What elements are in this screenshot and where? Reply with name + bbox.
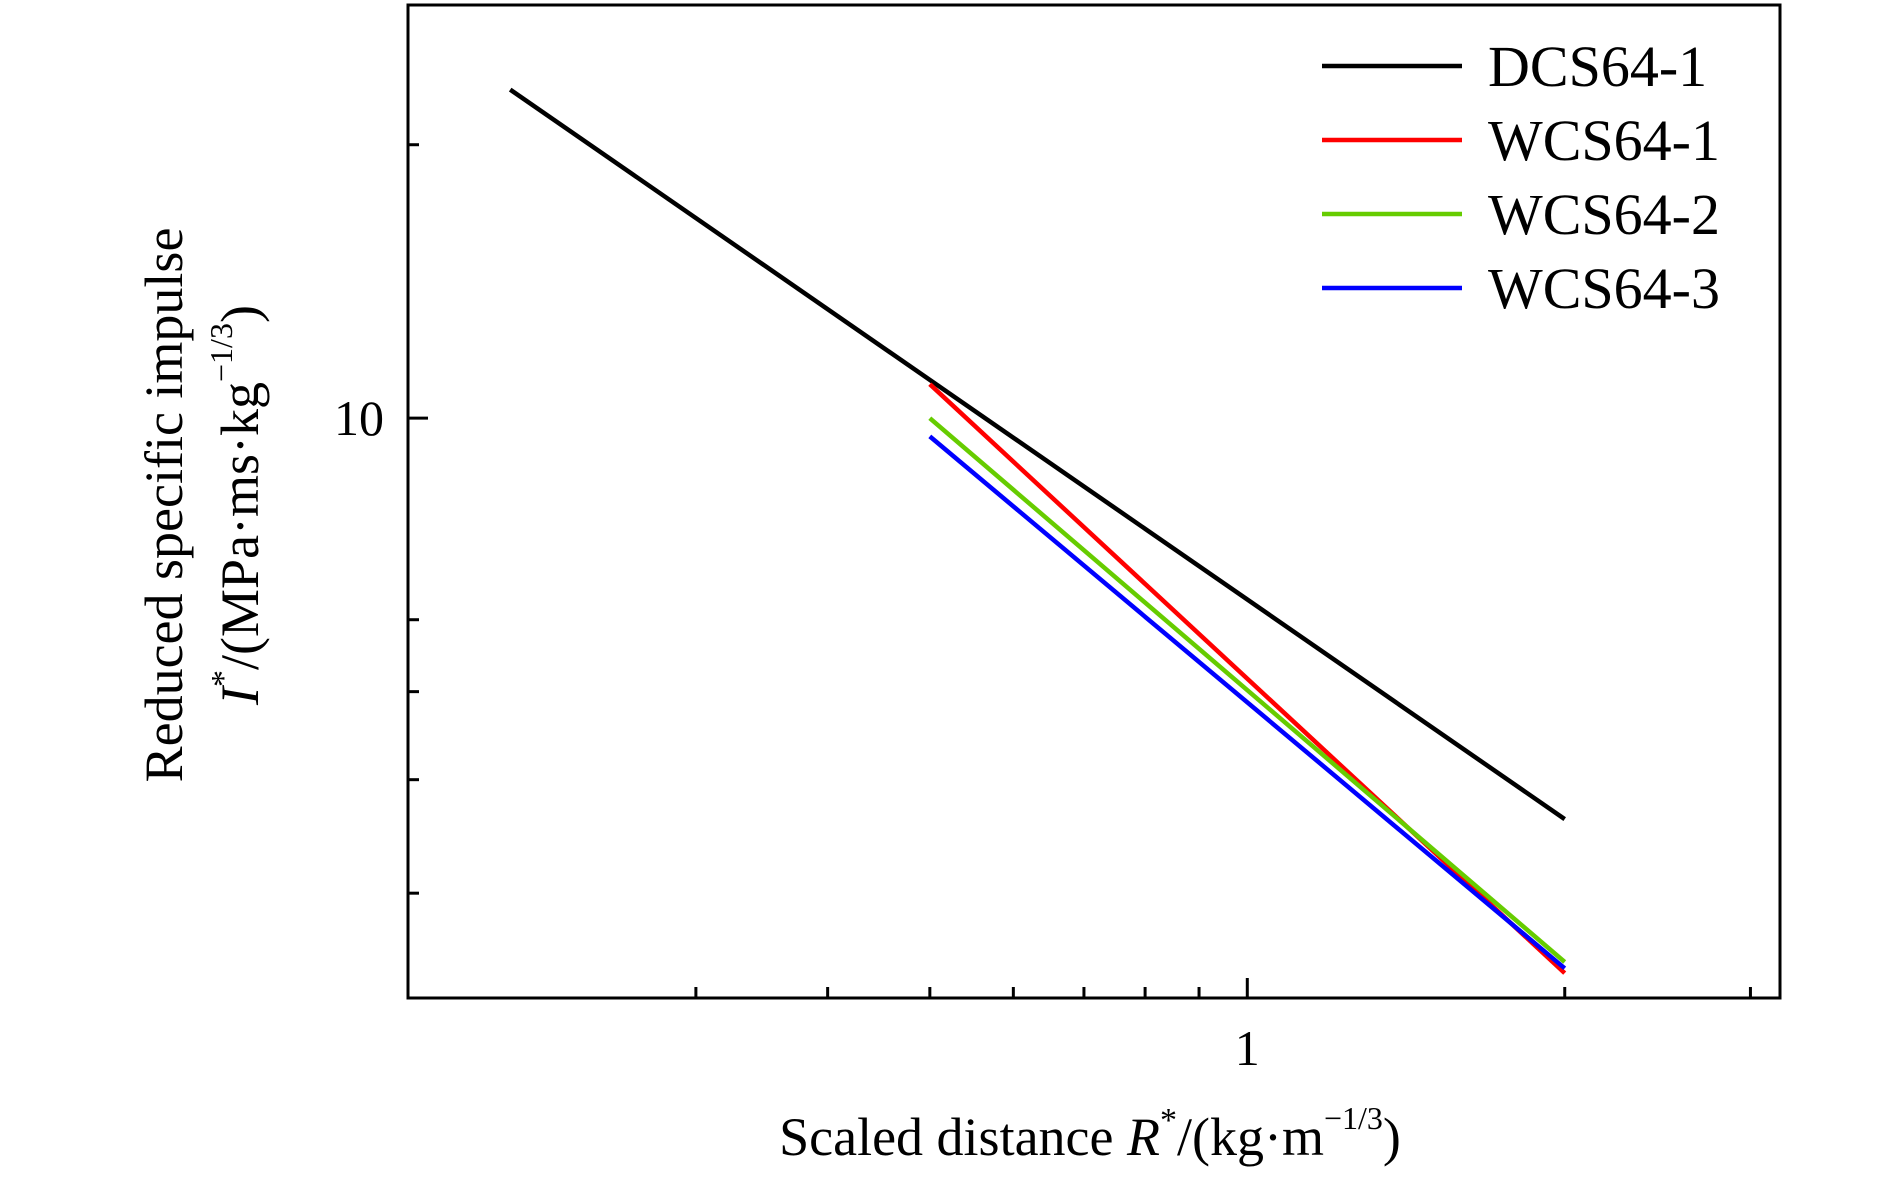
plot-frame: [406, 3, 1782, 1000]
legend-label: WCS64-2: [1488, 182, 1720, 247]
y-axis-label: Reduced specific impulse I*/(MPa·ms·kg−1…: [134, 228, 270, 783]
series-line-wcs64-3: [928, 434, 1567, 971]
series-line-wcs64-1: [928, 382, 1567, 975]
legend: DCS64-1 WCS64-1 WCS64-2 WCS64-3: [1322, 34, 1720, 321]
legend-label: WCS64-1: [1488, 108, 1720, 173]
tick-layer: 1 10: [334, 143, 1752, 1076]
legend-label: DCS64-1: [1488, 34, 1707, 99]
y-axis-label-line2: I*/(MPa·ms·kg−1/3): [203, 305, 270, 706]
y-axis-label-line1: Reduced specific impulse: [134, 228, 194, 783]
series-layer: [508, 87, 1567, 975]
x-axis-label: Scaled distance R*/(kg·m−1/3): [779, 1100, 1401, 1167]
series-line-dcs64-1: [508, 87, 1566, 821]
x-tick-label: 1: [1235, 1020, 1260, 1076]
legend-label: WCS64-3: [1488, 256, 1720, 321]
y-tick-label: 10: [334, 390, 384, 446]
series-line-wcs64-2: [928, 416, 1567, 964]
